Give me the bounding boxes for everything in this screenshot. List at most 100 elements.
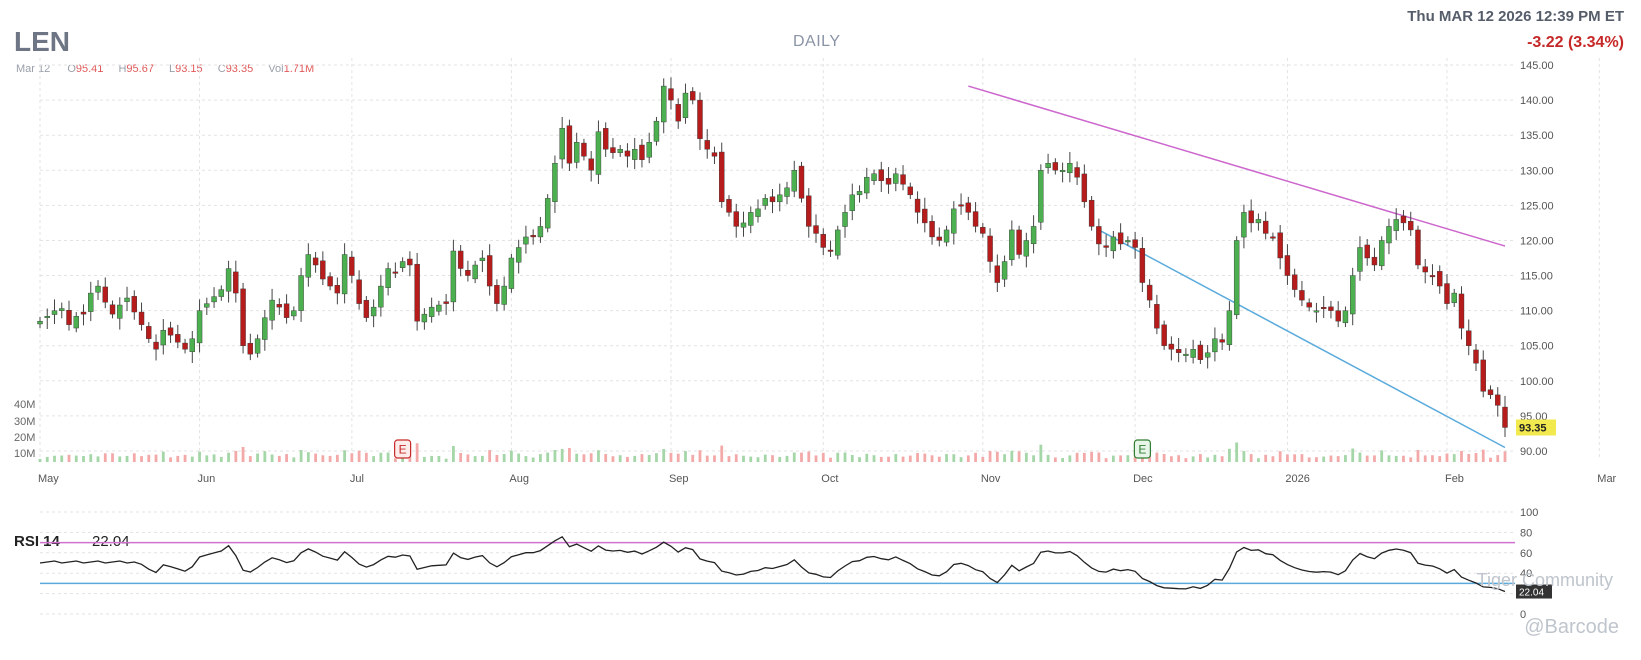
candle-up: [784, 187, 790, 197]
candle-down: [704, 140, 710, 150]
volume-bar: [1068, 455, 1072, 462]
price-chart[interactable]: 145.00 140.00 135.00 130.00 125.00 120.00 115.…: [0, 0, 1641, 500]
candle-down: [1466, 330, 1472, 346]
volume-bar: [582, 454, 586, 462]
candle-down: [1306, 302, 1312, 308]
volume-bar: [343, 450, 347, 462]
volume-bar: [45, 456, 49, 462]
candle-down: [349, 256, 355, 276]
volume-bar: [103, 453, 107, 462]
candle-up: [1067, 163, 1073, 174]
price-tick-label: 105.00: [1520, 341, 1554, 353]
candle-up: [871, 173, 877, 181]
candle-down: [1364, 244, 1370, 259]
candle-up: [1233, 240, 1240, 316]
volume-bar: [720, 445, 724, 462]
candle-up: [44, 316, 50, 318]
volume-bar: [1155, 452, 1159, 462]
earnings-marker[interactable]: E: [394, 439, 412, 459]
volume-bar: [190, 456, 194, 462]
candle-down: [1437, 271, 1443, 287]
time-tick-label: Dec: [1133, 473, 1153, 485]
volume-axis: 40M 30M 20M 10M: [14, 399, 35, 460]
candle-up: [436, 304, 442, 312]
candle-up: [428, 306, 435, 317]
volume-bar: [952, 454, 956, 462]
rsi-chart[interactable]: 100806040200 22.04: [0, 500, 1641, 660]
candle-up: [73, 316, 79, 329]
candle-up: [791, 170, 797, 192]
candle-up: [298, 275, 304, 311]
volume-bar: [771, 455, 774, 462]
last-price-label: 93.35: [1519, 422, 1547, 434]
price-axis: 145.00 140.00 135.00 130.00 125.00 120.00 115.…: [1520, 60, 1554, 458]
volume-bar: [1474, 453, 1478, 462]
candle-up: [748, 212, 754, 226]
volume-bar: [843, 452, 847, 462]
candle-up: [661, 85, 667, 123]
volume-bar: [176, 455, 180, 462]
volume-bar: [1416, 450, 1420, 462]
volume-bar: [154, 454, 158, 462]
candle-down: [247, 342, 254, 355]
candle-up: [1030, 226, 1037, 245]
candle-down: [922, 208, 928, 224]
volume-bar: [1235, 442, 1239, 462]
candle-down: [914, 198, 921, 213]
volume-bar: [198, 451, 201, 462]
volume-bar: [850, 455, 854, 462]
candle-up: [1342, 310, 1349, 324]
volume-bar: [169, 457, 172, 462]
candle-up: [450, 250, 457, 303]
volume-bar: [800, 452, 803, 462]
price-tick-label: 130.00: [1520, 165, 1554, 177]
volume-bar: [1184, 458, 1188, 462]
last-price-box: [1516, 419, 1556, 436]
volume-bar: [1104, 458, 1108, 462]
rsi-tick-label: 60: [1520, 548, 1532, 560]
volume-bar: [742, 455, 745, 462]
volume-bar: [1257, 458, 1260, 462]
earnings-marker-label: E: [1138, 443, 1146, 457]
volume-bar: [705, 455, 709, 462]
candle-down: [813, 225, 819, 234]
candle-down: [885, 178, 892, 185]
volume-bar: [67, 454, 71, 462]
volume-bar: [321, 455, 325, 462]
candle-down: [1400, 215, 1407, 224]
candle-down: [1415, 229, 1421, 266]
rsi-line: [39, 535, 1506, 593]
candle-up: [617, 149, 623, 153]
candle-up: [1226, 310, 1233, 345]
volume-bar: [684, 451, 687, 462]
candle-down: [334, 285, 341, 294]
candle-down: [443, 301, 449, 304]
volume-bar: [1329, 455, 1333, 462]
volume-bar: [517, 453, 521, 462]
candle-down: [1103, 245, 1109, 248]
volume-bar: [415, 443, 419, 462]
candle-down: [1495, 394, 1501, 406]
earnings-markers: EEEE: [394, 439, 1151, 459]
earnings-marker[interactable]: E: [1133, 439, 1151, 459]
candle-up: [842, 212, 848, 227]
volume-bar: [1336, 456, 1340, 462]
volume-bar: [96, 456, 100, 462]
volume-bar: [1249, 454, 1253, 462]
watermark-user: @Barcode: [1524, 616, 1619, 638]
candle-up: [225, 268, 232, 292]
candle-down: [1487, 389, 1494, 396]
volume-bar: [488, 450, 492, 462]
volume-bar: [1010, 450, 1014, 462]
volume-bar: [778, 456, 782, 462]
volume-bar: [510, 450, 513, 462]
candle-down: [1096, 226, 1102, 245]
candle-up: [399, 261, 406, 269]
volume-bar: [734, 454, 738, 462]
volume-bar: [248, 456, 252, 462]
candle-up: [943, 229, 950, 243]
candle-down: [131, 296, 137, 313]
volume-bar: [589, 453, 593, 462]
volume-bar: [966, 455, 970, 462]
volume-bar: [1198, 454, 1202, 462]
